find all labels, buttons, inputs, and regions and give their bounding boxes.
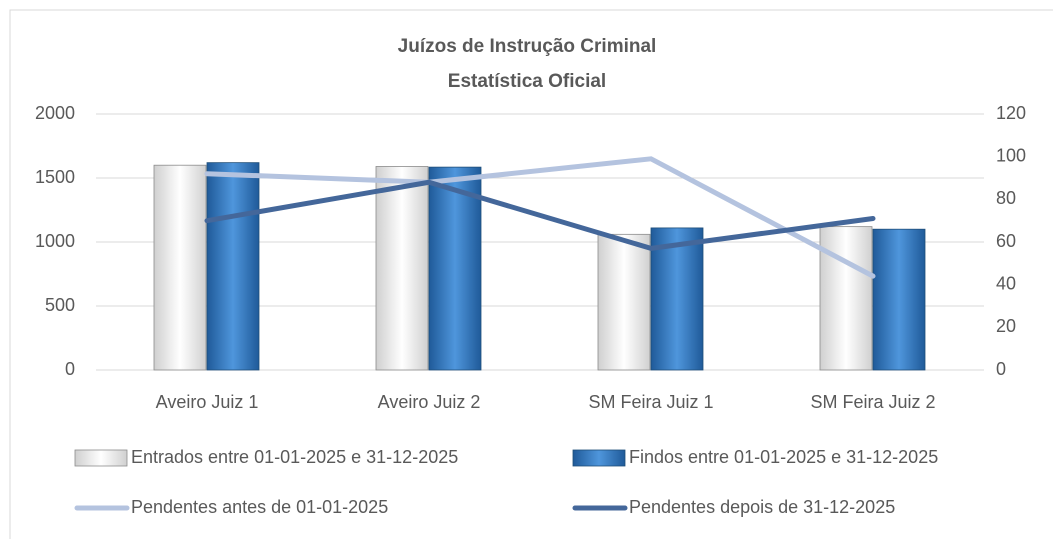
bar [872, 228, 926, 371]
y-tick-label: 2000 [35, 103, 75, 123]
line [204, 156, 876, 279]
y2-tick-label: 60 [996, 231, 1016, 251]
x-tick-label: SM Feira Juiz 1 [588, 392, 713, 412]
bar [597, 233, 651, 371]
legend-label: Entrados entre 01-01-2025 e 31-12-2025 [131, 447, 458, 467]
legend-swatch [572, 449, 626, 467]
y-tick-label: 1000 [35, 231, 75, 251]
chart-title: Juízos de Instrução Criminal [398, 36, 657, 57]
line [204, 179, 876, 251]
y-tick-label: 0 [65, 359, 75, 379]
bar [206, 162, 260, 371]
bar [819, 226, 873, 371]
bar [153, 164, 207, 371]
y2-tick-label: 20 [996, 316, 1016, 336]
y2-tick-label: 120 [996, 103, 1026, 123]
bar [428, 166, 482, 371]
y2-tick-label: 100 [996, 145, 1026, 165]
y2-tick-label: 40 [996, 273, 1016, 293]
y-tick-label: 1500 [35, 167, 75, 187]
bar [650, 227, 704, 371]
x-tick-label: Aveiro Juiz 1 [156, 392, 259, 412]
x-tick-label: SM Feira Juiz 2 [810, 392, 935, 412]
y2-tick-label: 0 [996, 359, 1006, 379]
legend-swatch [74, 449, 128, 467]
legend-label: Findos entre 01-01-2025 e 31-12-2025 [629, 447, 938, 467]
x-tick-label: Aveiro Juiz 2 [378, 392, 481, 412]
legend-label: Pendentes depois de 31-12-2025 [629, 497, 895, 517]
legend-label: Pendentes antes de 01-01-2025 [131, 497, 388, 517]
y-tick-label: 500 [45, 295, 75, 315]
y2-tick-label: 80 [996, 188, 1016, 208]
chart-frame [9, 9, 1053, 539]
bar [375, 166, 429, 371]
chart-subtitle: Estatística Oficial [448, 71, 606, 92]
